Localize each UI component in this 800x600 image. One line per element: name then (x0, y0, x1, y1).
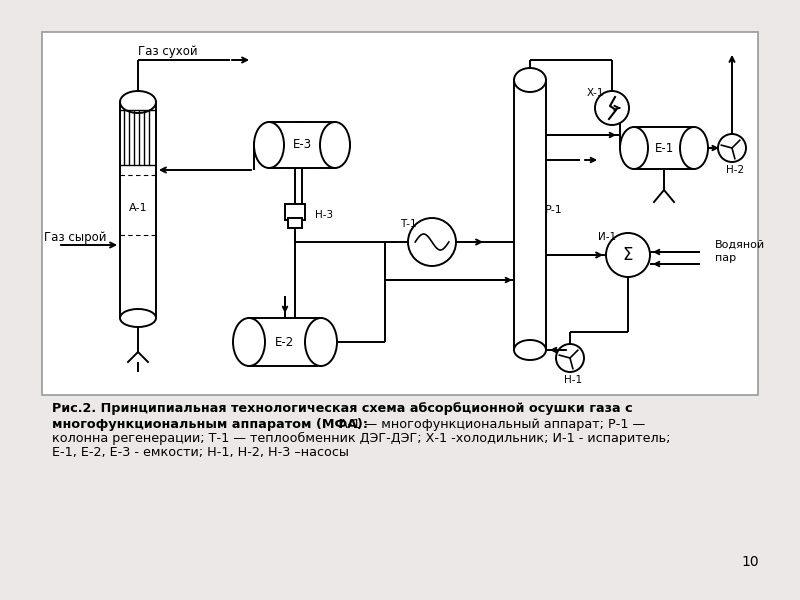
Circle shape (606, 233, 650, 277)
Bar (249, 318, 321, 366)
Ellipse shape (254, 122, 350, 168)
Bar (288, 218, 302, 228)
Ellipse shape (320, 122, 350, 168)
Text: А-1: А-1 (129, 203, 147, 213)
Ellipse shape (680, 127, 708, 169)
Ellipse shape (514, 68, 546, 92)
Text: Е-1: Е-1 (654, 142, 674, 154)
Ellipse shape (120, 91, 156, 113)
Text: Е-2: Е-2 (275, 335, 294, 349)
Circle shape (595, 91, 629, 125)
Circle shape (556, 344, 584, 372)
Text: Рис.2. Принципиальная технологическая схема абсорбционной осушки газа с: Рис.2. Принципиальная технологическая сх… (52, 402, 633, 415)
Text: Т-1: Т-1 (400, 219, 417, 229)
Text: Н-3: Н-3 (315, 210, 333, 220)
Text: 10: 10 (741, 555, 759, 569)
Ellipse shape (305, 318, 337, 366)
Text: колонна регенерации; Т-1 — теплообменник ДЭГ-ДЭГ; Х-1 -холодильник; И-1 - испари: колонна регенерации; Т-1 — теплообменник… (52, 432, 670, 445)
Text: Н-1: Н-1 (564, 375, 582, 385)
Ellipse shape (120, 309, 156, 327)
Bar (269, 122, 335, 168)
Text: Р-1: Р-1 (545, 205, 563, 215)
Ellipse shape (620, 127, 648, 169)
Ellipse shape (254, 122, 284, 168)
Text: Газ сырой: Газ сырой (44, 230, 106, 244)
Text: Водяной: Водяной (715, 240, 765, 250)
Text: А-1 — многофункциональный аппарат; Р-1 —: А-1 — многофункциональный аппарат; Р-1 — (335, 418, 646, 431)
Bar (514, 80, 546, 350)
Bar (285, 204, 305, 220)
Bar (42, 32, 758, 395)
Text: Σ: Σ (622, 246, 634, 264)
Text: Е-3: Е-3 (293, 139, 311, 151)
Bar (634, 127, 694, 169)
Circle shape (718, 134, 746, 162)
Text: пар: пар (715, 253, 736, 263)
Text: Газ сухой: Газ сухой (138, 46, 198, 58)
Ellipse shape (514, 340, 546, 360)
Text: многофункциональным аппаратом (МФА):: многофункциональным аппаратом (МФА): (52, 418, 368, 431)
Circle shape (408, 218, 456, 266)
Text: И-1: И-1 (598, 232, 616, 242)
Bar (120, 102, 156, 318)
Text: Х-1: Х-1 (587, 88, 605, 98)
Ellipse shape (233, 318, 265, 366)
Text: Е-1, Е-2, Е-3 - емкости; Н-1, Н-2, Н-3 –насосы: Е-1, Е-2, Е-3 - емкости; Н-1, Н-2, Н-3 –… (52, 446, 349, 459)
Text: Н-2: Н-2 (726, 165, 744, 175)
